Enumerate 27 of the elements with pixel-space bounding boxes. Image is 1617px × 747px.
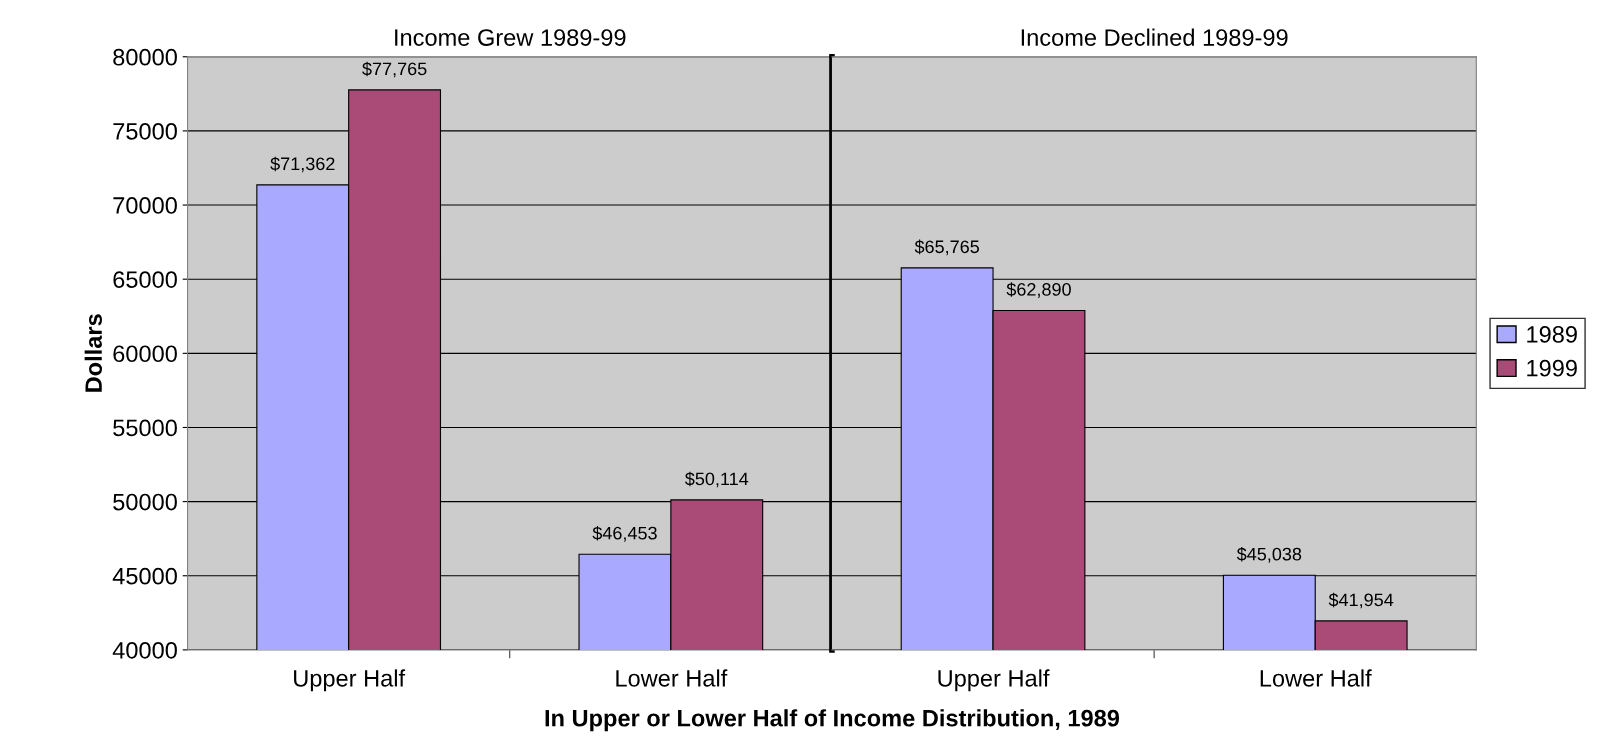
data-label: $50,114 (685, 471, 749, 488)
y-tick-label: 45000 (112, 567, 177, 585)
chart-title: Income Grew 1989-99 (395, 29, 626, 46)
x-axis-title: In Upper or Lower Half of Income Distribution, 1989 (545, 709, 1120, 732)
data-label: $41,954 (1328, 592, 1394, 609)
y-axis-title: Dollars (84, 314, 102, 392)
data-label: $62,890 (1006, 282, 1071, 298)
x-tick-label: Upper Half (294, 669, 406, 692)
chart-title: Income Declined 1989-99 (1021, 28, 1288, 46)
legend-label: 1999 (1527, 359, 1577, 377)
legend-label: 1989 (1527, 326, 1577, 343)
data-label: $46,453 (592, 525, 657, 542)
y-tick-label: 70000 (113, 197, 177, 214)
x-tick-label: Lower Half (1260, 669, 1372, 687)
y-tick-label: 75000 (113, 122, 177, 140)
y-tick-label: 50000 (113, 493, 177, 511)
y-tick-label: 80000 (113, 48, 177, 66)
data-label: $71,362 (270, 156, 335, 173)
data-label: $65,765 (914, 239, 980, 256)
data-label: $77,765 (362, 61, 427, 78)
y-tick-label: 60000 (113, 345, 177, 363)
x-tick-label: Lower Half (616, 669, 728, 687)
y-tick-label: 40000 (112, 641, 177, 659)
y-tick-label: 55000 (113, 419, 177, 437)
data-label: $45,038 (1236, 546, 1302, 563)
y-tick-label: 65000 (113, 271, 177, 288)
x-tick-label: Upper Half (938, 669, 1050, 692)
